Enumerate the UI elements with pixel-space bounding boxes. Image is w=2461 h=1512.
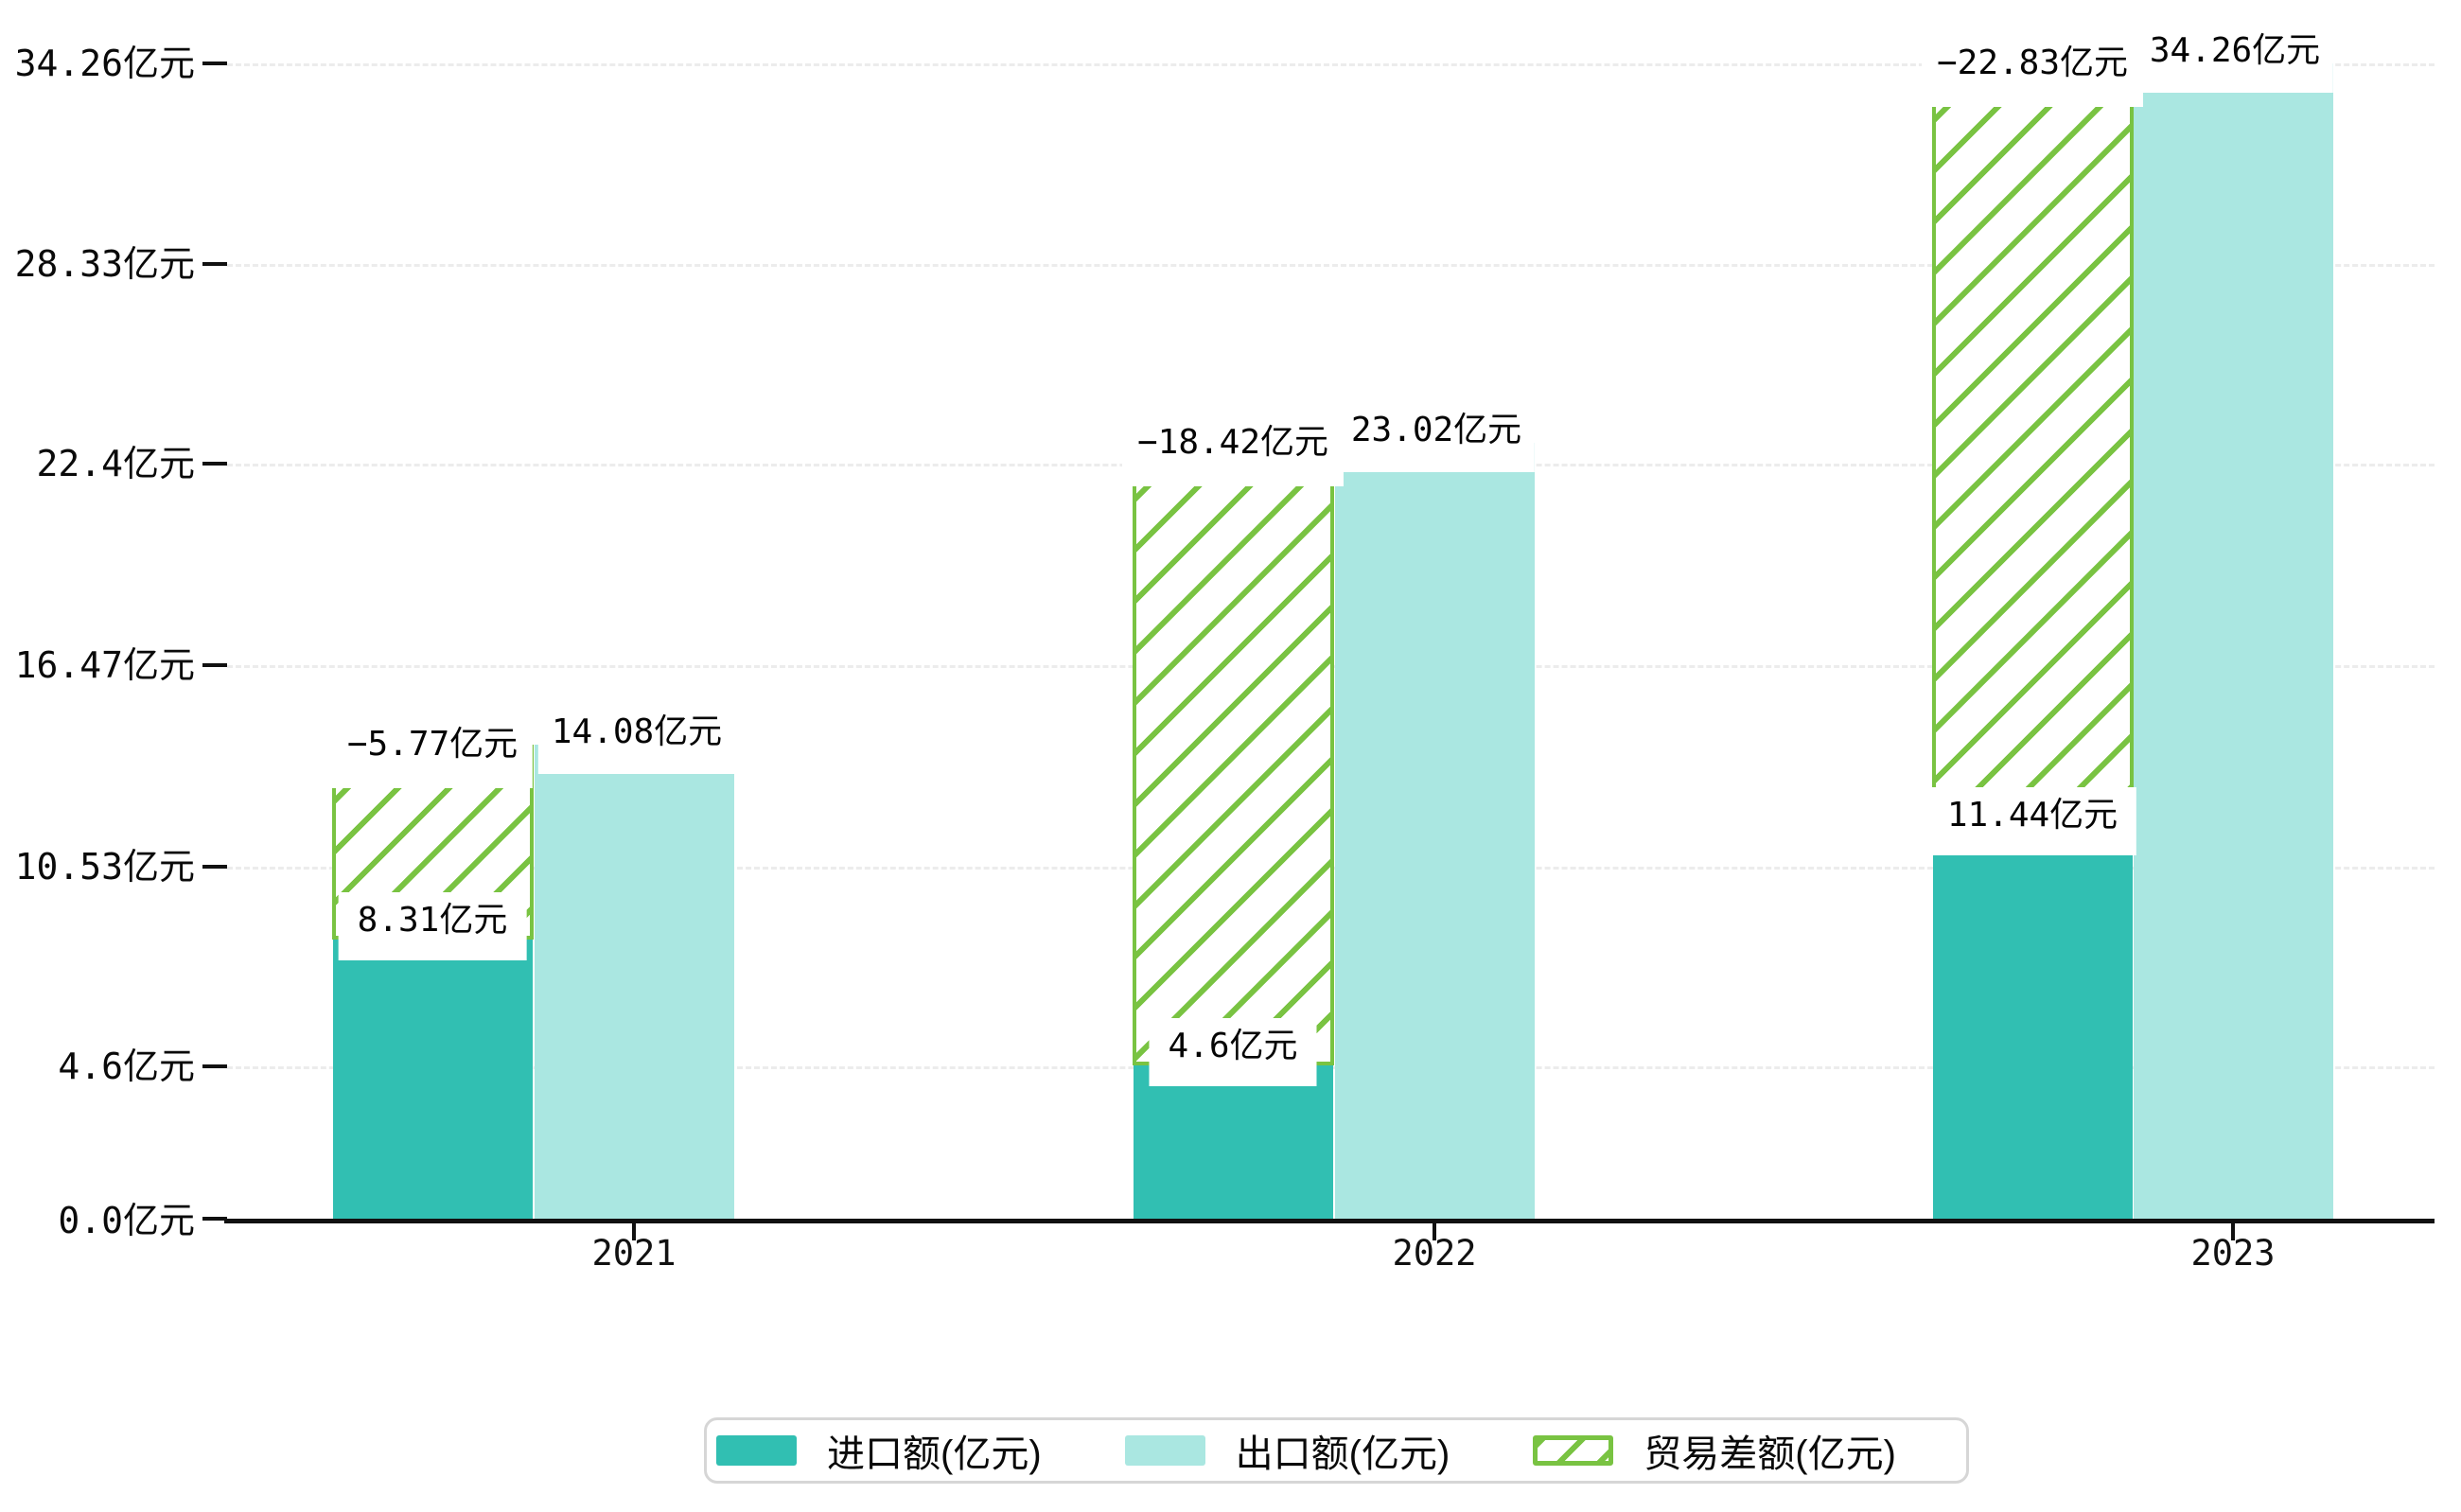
y-axis-label: 16.47亿元	[14, 644, 195, 686]
y-axis-label: 0.0亿元	[58, 1200, 195, 1241]
legend-item-trade-balance[interactable]: 贸易差额(亿元)	[1533, 1423, 1896, 1478]
value-label-import-2021: 8.31亿元	[338, 892, 527, 960]
y-axis-tick	[202, 62, 227, 65]
bar-export-2021[interactable]	[535, 745, 734, 1221]
value-label-export-2022: 23.02亿元	[1337, 400, 1536, 472]
y-axis-label: 4.6亿元	[58, 1046, 195, 1087]
y-axis-tick	[202, 462, 227, 466]
bar-trade-balance-2022[interactable]	[1133, 443, 1334, 1065]
legend-label: 贸易差额(亿元)	[1644, 1433, 1896, 1475]
trade-balance-hatch-swatch-icon	[1533, 1435, 1614, 1466]
x-axis-tick	[632, 1223, 636, 1240]
value-label-balance-2021: −5.77亿元	[331, 712, 534, 788]
x-axis-line	[224, 1219, 2435, 1223]
y-axis-tick	[202, 262, 227, 266]
y-axis-tick	[202, 663, 227, 667]
value-label-import-2023: 11.44亿元	[1927, 787, 2137, 855]
bar-import-2023[interactable]	[1933, 835, 2133, 1221]
value-label-balance-2023: −22.83亿元	[1921, 31, 2144, 107]
x-axis-tick	[2231, 1223, 2235, 1240]
bar-export-2023[interactable]	[2134, 63, 2333, 1221]
y-axis-tick	[202, 865, 227, 869]
bar-import-2021[interactable]	[333, 940, 533, 1221]
y-axis-label: 22.4亿元	[36, 443, 195, 484]
import-swatch-icon	[716, 1435, 797, 1466]
gridline	[227, 264, 2435, 267]
bar-trade-balance-2023[interactable]	[1932, 63, 2134, 835]
y-axis-tick	[202, 1064, 227, 1068]
legend-item-import[interactable]: 进口额(亿元)	[716, 1423, 1125, 1478]
x-axis-tick	[1433, 1223, 1436, 1240]
legend-item-export[interactable]: 出口额(亿元)	[1124, 1423, 1534, 1478]
gridline	[227, 63, 2435, 66]
y-axis-label: 34.26亿元	[14, 43, 195, 84]
value-label-import-2022: 4.6亿元	[1149, 1018, 1317, 1086]
legend-label: 出口额(亿元)	[1235, 1433, 1450, 1475]
bar-export-2022[interactable]	[1335, 443, 1535, 1221]
value-label-balance-2022: −18.42亿元	[1121, 411, 1345, 486]
export-swatch-icon	[1124, 1435, 1205, 1466]
bar-import-2022[interactable]	[1134, 1065, 1333, 1221]
legend-label: 进口额(亿元)	[827, 1433, 1042, 1475]
y-axis-tick	[202, 1217, 227, 1221]
value-label-export-2021: 14.08亿元	[537, 702, 736, 774]
y-axis-label: 10.53亿元	[14, 846, 195, 888]
legend: 进口额(亿元) 出口额(亿元) 贸易差额(亿元)	[704, 1417, 1969, 1484]
y-axis-label: 28.33亿元	[14, 243, 195, 285]
value-label-export-2023: 34.26亿元	[2136, 21, 2334, 93]
